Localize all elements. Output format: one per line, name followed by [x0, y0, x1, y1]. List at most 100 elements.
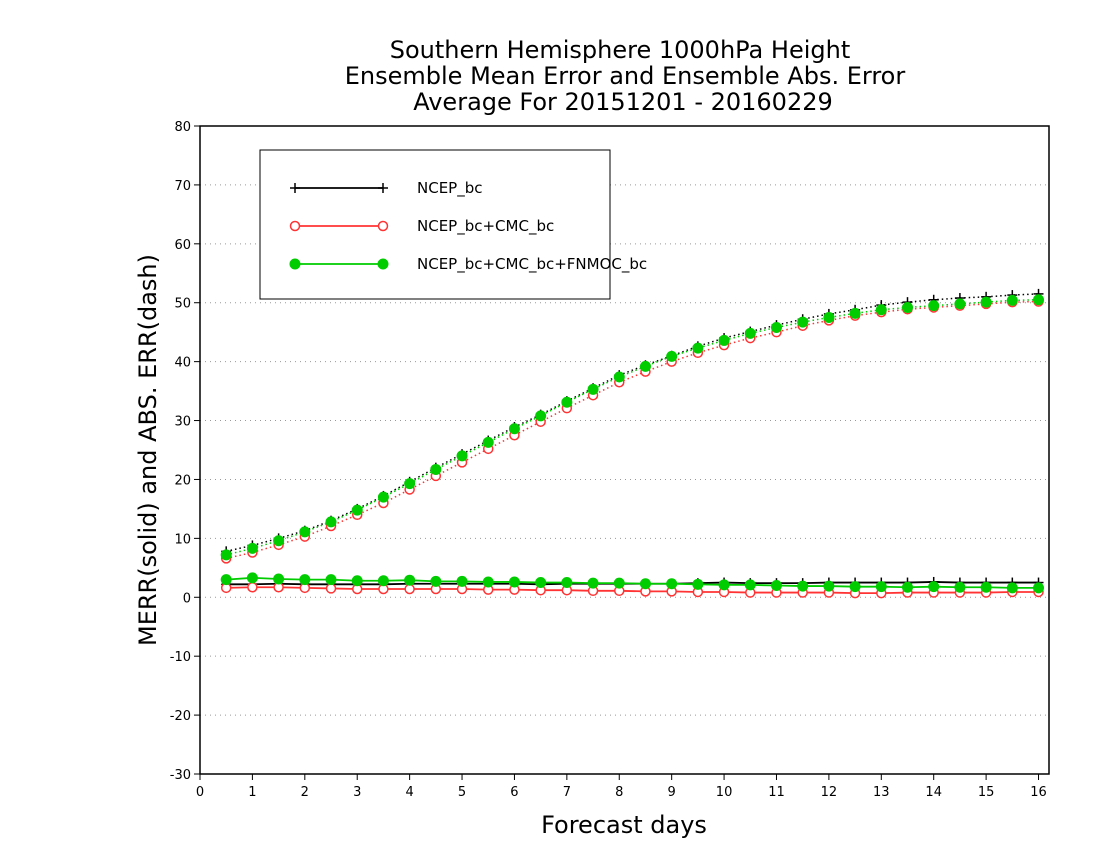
merr-point: [1006, 582, 1018, 594]
abs-err-point: [535, 410, 547, 422]
abs-err-point: [404, 478, 416, 490]
series-NCEP_bc: [221, 288, 1044, 590]
merr-point: [980, 581, 992, 593]
x-tick-label: 12: [821, 785, 838, 800]
abs-err-point: [744, 327, 756, 339]
abs-err-point: [220, 549, 232, 561]
merr-point: [430, 575, 442, 587]
merr-point: [875, 581, 887, 593]
x-tick-label: 1: [248, 785, 256, 800]
abs-err-point: [666, 350, 678, 362]
abs-err-point: [770, 321, 782, 333]
abs-err-point: [456, 450, 468, 462]
abs-err-point: [954, 298, 966, 310]
abs-err-point: [692, 342, 704, 354]
y-tick-label: 60: [174, 238, 191, 253]
abs-err-point: [980, 296, 992, 308]
abs-err-line: [226, 293, 1039, 553]
merr-point: [587, 577, 599, 589]
x-tick-label: 8: [615, 785, 623, 800]
abs-err-line: [226, 299, 1039, 556]
chart-title-line-3: Average For 20151201 - 20160229: [413, 88, 833, 116]
abs-err-point: [613, 371, 625, 383]
abs-err-point: [377, 491, 389, 503]
merr-point: [535, 577, 547, 589]
abs-err-point: [1006, 294, 1018, 306]
y-axis-title: MERR(solid) and ABS. ERR(dash): [134, 254, 162, 646]
y-tick-label: 40: [174, 356, 191, 371]
plot-frame: [199, 125, 1050, 775]
abs-err-point: [508, 423, 520, 435]
x-tick-label: 5: [458, 785, 466, 800]
y-tick-label: 80: [174, 120, 191, 135]
abs-err-line: [226, 300, 1039, 560]
merr-point: [718, 579, 730, 591]
merr-point: [692, 578, 704, 590]
merr-point: [456, 575, 468, 587]
abs-err-point: [639, 360, 651, 372]
legend-marker: [289, 258, 301, 270]
abs-err-point: [849, 307, 861, 319]
chart-title: Southern Hemisphere 1000hPa Height Ensem…: [345, 36, 906, 116]
x-tick-label: 0: [196, 785, 204, 800]
merr-point: [299, 574, 311, 586]
merr-point: [928, 581, 940, 593]
abs-err-point: [246, 542, 258, 554]
y-tick-label: 0: [183, 591, 191, 606]
legend-entry: NCEP_bc+CMC_bc: [289, 217, 554, 236]
legend-marker: [378, 183, 388, 193]
merr-point: [351, 575, 363, 587]
legend-marker: [377, 220, 389, 232]
merr-point: [849, 581, 861, 593]
x-tick-label: 2: [301, 785, 309, 800]
merr-point: [325, 583, 337, 594]
merr-point: [508, 576, 520, 588]
abs-err-point: [273, 535, 285, 547]
abs-err-point: [823, 311, 835, 323]
merr-point: [823, 580, 835, 592]
y-tick-label: 70: [174, 179, 191, 194]
x-tick-label: 10: [716, 785, 733, 800]
legend-marker: [290, 183, 300, 193]
x-tick-label: 16: [1030, 785, 1047, 800]
x-tick-label: 7: [563, 785, 571, 800]
x-tick-label: 4: [405, 785, 413, 800]
legend-entry: NCEP_bc+CMC_bc+FNMOC_bc: [289, 255, 647, 274]
merr-point: [377, 575, 389, 587]
abs-err-point: [325, 516, 337, 528]
merr-point: [666, 578, 678, 590]
x-tick-label: 3: [353, 785, 361, 800]
abs-err-point: [430, 463, 442, 475]
legend-entry: NCEP_bc: [290, 179, 483, 198]
merr-point: [954, 581, 966, 593]
merr-point: [325, 574, 337, 586]
y-tick-label: -30: [170, 768, 191, 783]
legend-label: NCEP_bc+CMC_bc+FNMOC_bc: [417, 255, 647, 274]
abs-err-point: [875, 304, 887, 316]
y-tick-label: -20: [170, 709, 191, 724]
merr-point: [404, 583, 415, 595]
legend-marker: [377, 258, 389, 270]
y-tick-label: 20: [174, 473, 191, 488]
y-tick-label: 50: [174, 297, 191, 312]
x-axis-title: Forecast days: [541, 811, 707, 839]
legend: NCEP_bc NCEP_bc+CMC_bc NCEP_bc+CMC_bc+FNMO…: [259, 149, 647, 300]
abs-err-point: [797, 316, 809, 328]
abs-err-point: [299, 526, 311, 538]
merr-point: [744, 579, 756, 591]
merr-point: [482, 576, 494, 588]
legend-label: NCEP_bc+CMC_bc: [417, 217, 554, 236]
merr-point: [220, 574, 232, 586]
abs-err-point: [561, 396, 573, 408]
merr-point: [639, 578, 651, 590]
abs-err-point: [351, 504, 363, 516]
abs-err-point: [902, 301, 913, 313]
merr-point: [902, 581, 913, 593]
series-layer: [220, 288, 1045, 599]
y-tick-label: -10: [170, 650, 191, 665]
chart-title-line-2: Ensemble Mean Error and Ensemble Abs. Er…: [345, 62, 906, 90]
y-tick-label: 10: [174, 532, 191, 547]
merr-point: [273, 573, 285, 585]
merr-point: [1033, 582, 1045, 594]
